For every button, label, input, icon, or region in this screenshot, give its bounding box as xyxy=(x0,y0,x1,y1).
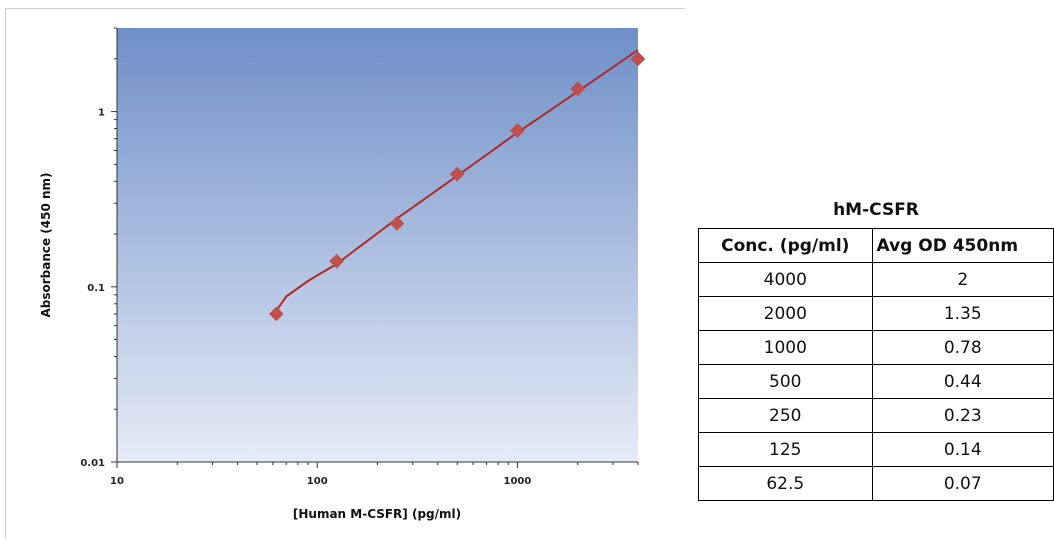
table-row: 2000 1.35 xyxy=(698,296,1054,331)
data-point-marker xyxy=(630,51,646,67)
conc-cell: 2000 xyxy=(698,296,873,331)
od-cell: 0.14 xyxy=(871,432,1054,467)
column-header-conc: Conc. (pg/ml) xyxy=(698,228,873,263)
y-tick-label: 1 xyxy=(98,108,105,119)
od-cell: 0.44 xyxy=(871,364,1054,399)
data-point-marker xyxy=(570,81,586,97)
y-axis-title: Absorbance (450 nm) xyxy=(39,172,53,317)
column-header-od: Avg OD 450nm xyxy=(871,228,1054,263)
x-tick-label: 100 xyxy=(307,476,328,487)
conc-cell: 4000 xyxy=(698,262,873,297)
od-cell: 2 xyxy=(871,262,1054,297)
conc-cell: 62.5 xyxy=(698,466,873,501)
y-tick-label: 0.01 xyxy=(80,458,105,469)
data-table: hM-CSFR Conc. (pg/ml) Avg OD 450nm 4000 2… xyxy=(698,192,1054,501)
x-axis-title: [Human M-CSFR] (pg/ml) xyxy=(293,507,461,521)
conc-cell: 1000 xyxy=(698,330,873,365)
table-title: hM-CSFR xyxy=(698,192,1054,229)
y-tick-label: 0.1 xyxy=(87,283,105,294)
data-point-marker xyxy=(510,123,525,138)
table-row: 250 0.23 xyxy=(698,398,1054,433)
conc-cell: 125 xyxy=(698,432,873,467)
standard-curve-chart: 10 100 1000 0.01 0.1 1 [Human M-CSFR] (pg/ml)… xyxy=(39,27,646,521)
od-cell: 0.78 xyxy=(871,330,1054,365)
x-tick-label: 1000 xyxy=(504,476,532,487)
ticks: 10 100 1000 0.01 0.1 1 xyxy=(80,27,639,487)
data-point-marker xyxy=(449,166,465,182)
table-row: 1000 0.78 xyxy=(698,330,1054,365)
data-point-marker xyxy=(389,216,405,231)
table-row: 500 0.44 xyxy=(698,364,1054,399)
conc-cell: 500 xyxy=(698,364,873,399)
table-row: 62.5 0.07 xyxy=(698,466,1054,501)
od-cell: 0.23 xyxy=(871,398,1054,433)
data-markers xyxy=(269,51,646,322)
plot-area xyxy=(117,28,638,462)
chart-frame xyxy=(5,8,685,538)
od-cell: 0.07 xyxy=(871,466,1054,501)
table-row: 125 0.14 xyxy=(698,432,1054,467)
x-tick-label: 10 xyxy=(110,476,124,487)
conc-cell: 250 xyxy=(698,398,873,433)
od-cell: 1.35 xyxy=(871,296,1054,331)
table-body: 4000 2 2000 1.35 1000 0.78 500 0.44 250 0.23 125 0.… xyxy=(698,262,1054,501)
data-point-marker xyxy=(269,306,284,322)
table-row: 4000 2 xyxy=(698,262,1054,297)
data-point-marker xyxy=(329,253,344,269)
chart-panel: 10 100 1000 0.01 0.1 1 [Human M-CSFR] (pg/ml)… xyxy=(5,8,685,538)
